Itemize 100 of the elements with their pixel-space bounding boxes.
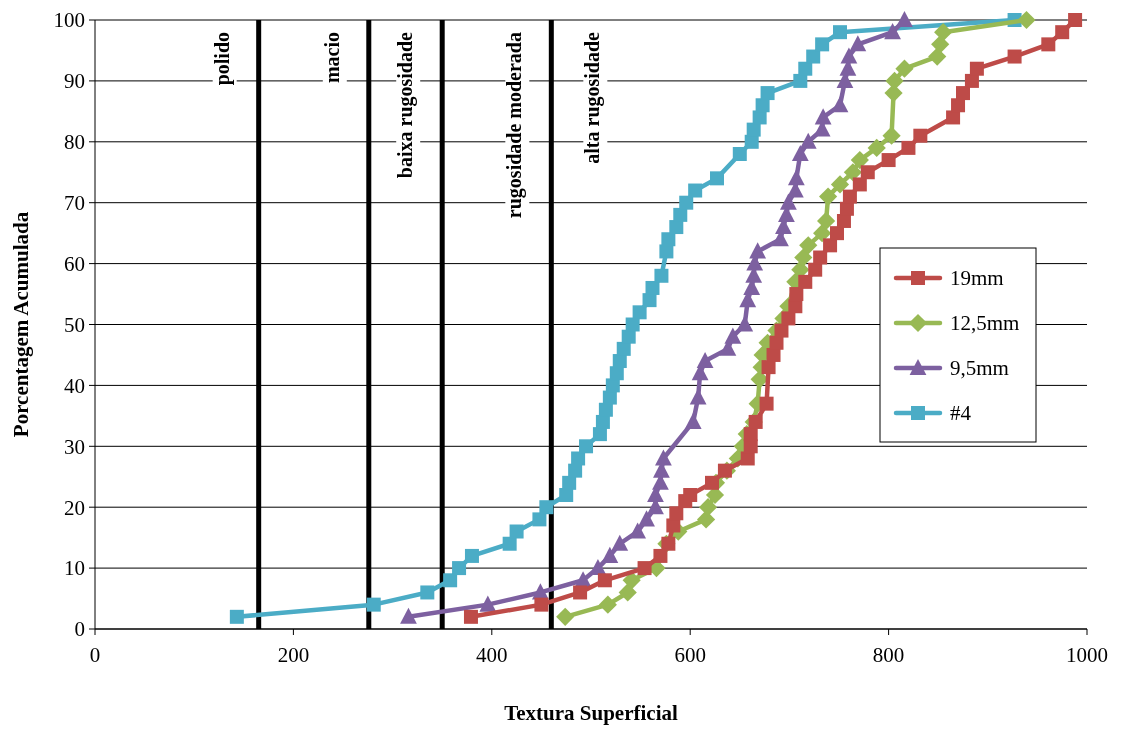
point (724, 327, 742, 344)
point (696, 351, 714, 369)
point (638, 510, 655, 527)
point (794, 248, 813, 267)
point (653, 548, 668, 563)
point (885, 71, 904, 90)
y-tick-label: 40 (64, 373, 85, 398)
point (913, 128, 928, 143)
point (814, 108, 832, 125)
point (229, 609, 244, 624)
point (760, 86, 775, 101)
point (568, 463, 583, 478)
point (534, 597, 549, 612)
legend-label: 12,5mm (950, 311, 1020, 336)
point (843, 163, 862, 182)
point (655, 449, 672, 466)
point (780, 193, 797, 210)
annotation: alta rugosidade (581, 31, 605, 164)
point (661, 536, 676, 551)
point (798, 274, 813, 289)
x-tick-label: 1000 (1066, 643, 1108, 667)
point (611, 534, 629, 551)
point (818, 187, 838, 206)
point (789, 287, 804, 302)
point (1068, 13, 1083, 27)
legend-label: 19mm (950, 266, 1004, 291)
x-tick-label: 800 (872, 643, 905, 667)
point (509, 524, 524, 539)
y-tick-label: 20 (64, 495, 85, 520)
point (761, 360, 776, 375)
point (860, 165, 875, 180)
point (573, 585, 588, 600)
point (622, 571, 641, 590)
point (654, 268, 669, 283)
point (791, 144, 809, 161)
point (684, 412, 702, 429)
point (618, 583, 637, 602)
point (956, 86, 970, 101)
point (881, 153, 896, 168)
point (867, 138, 886, 157)
point (669, 506, 684, 521)
point (743, 427, 758, 442)
point (709, 171, 724, 186)
point (774, 323, 789, 338)
point (1007, 49, 1022, 64)
x-tick-label: 600 (674, 643, 706, 667)
y-tick-label: 80 (64, 130, 85, 155)
point (1017, 10, 1036, 30)
point (799, 236, 818, 255)
point (793, 73, 808, 88)
point (884, 23, 901, 40)
point (420, 585, 435, 600)
point (895, 59, 914, 78)
point (602, 390, 617, 405)
point (683, 488, 698, 503)
point (781, 311, 796, 326)
point (679, 195, 694, 210)
point (813, 250, 828, 265)
x-tick-label: 0 (89, 643, 101, 667)
point (849, 35, 867, 52)
point (931, 35, 950, 54)
point (645, 280, 660, 295)
point (934, 23, 953, 42)
point (951, 98, 966, 113)
point (632, 305, 647, 320)
y-tick-label: 30 (64, 434, 85, 459)
point (597, 573, 612, 588)
point (463, 609, 478, 624)
point (629, 522, 647, 539)
point (806, 49, 821, 64)
point (502, 536, 517, 551)
y-tick-label: 70 (64, 191, 85, 216)
ref-line-label: rugosidade moderada (503, 32, 527, 219)
y-axis-title: Porcentagem Acumulada (9, 211, 33, 438)
point (755, 98, 770, 113)
point (571, 451, 586, 466)
point (532, 512, 547, 527)
point (732, 146, 747, 161)
point (698, 498, 718, 517)
point (842, 189, 857, 204)
point (787, 169, 805, 186)
point (539, 500, 554, 515)
point (817, 211, 836, 231)
point (815, 37, 830, 52)
point (661, 232, 676, 247)
point (813, 224, 832, 243)
point (969, 61, 984, 76)
point (799, 132, 817, 149)
point (717, 463, 732, 478)
point (598, 595, 617, 614)
legend-label: 9,5mm (950, 356, 1009, 381)
point (852, 177, 867, 192)
y-tick-label: 50 (64, 312, 85, 337)
point (748, 414, 763, 429)
point (705, 475, 720, 490)
point (400, 607, 417, 624)
point (759, 396, 774, 411)
y-tick-label: 90 (64, 69, 85, 94)
point (556, 607, 575, 626)
y-tick-label: 60 (64, 251, 85, 276)
